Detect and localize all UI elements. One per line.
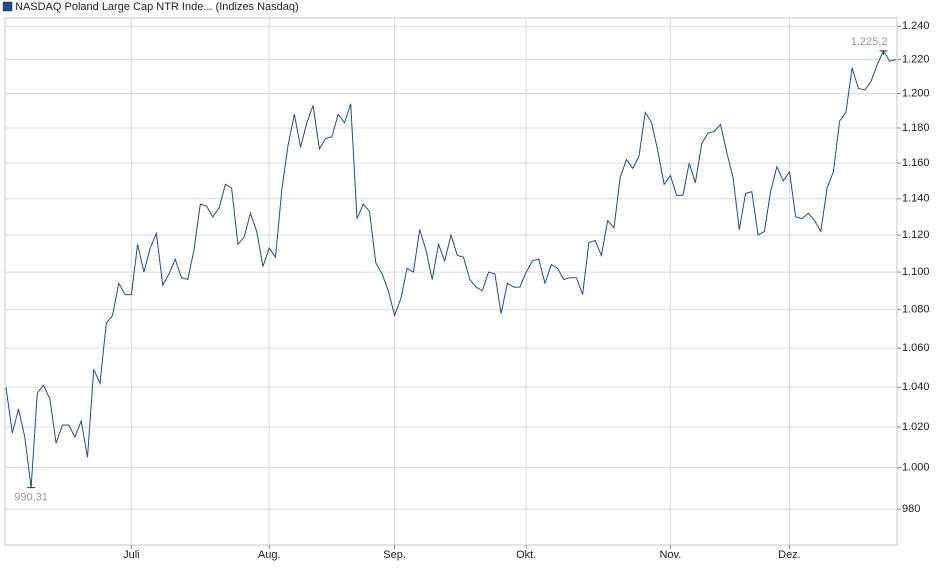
x-tick-label: Dez.	[778, 549, 801, 561]
plot-frame	[4, 17, 898, 546]
x-tick-label: Juli	[123, 549, 140, 561]
price-line	[5, 49, 897, 488]
y-tick-label: 1.020	[902, 421, 930, 433]
y-tick-label: 980	[902, 503, 920, 515]
x-tick-label: Nov.	[659, 549, 681, 561]
y-tick-label: 1.120	[902, 229, 930, 241]
y-tick-label: 1.000	[902, 462, 930, 474]
value-label: 990,31	[14, 492, 48, 504]
y-tick-label: 1.240	[902, 20, 930, 32]
y-tick-label: 1.100	[902, 266, 930, 278]
y-tick-label: 1.160	[902, 157, 930, 169]
y-tick-label: 1.040	[902, 381, 930, 393]
y-tick-label: 1.060	[902, 342, 930, 354]
y-tick-label: 1.200	[902, 87, 930, 99]
x-tick-label: Aug.	[258, 549, 281, 561]
y-tick-label: 1.140	[902, 193, 930, 205]
x-tick-label: Okt.	[516, 549, 536, 561]
value-label: 1.225,2	[851, 36, 888, 48]
y-tick-label: 1.180	[902, 122, 930, 134]
legend-label: NASDAQ Poland Large Cap NTR Inde... (Ind…	[15, 1, 299, 13]
legend-swatch	[2, 1, 13, 12]
x-tick-label: Sep.	[383, 549, 406, 561]
y-tick-label: 1.220	[902, 54, 930, 66]
y-tick-label: 1.080	[902, 304, 930, 316]
